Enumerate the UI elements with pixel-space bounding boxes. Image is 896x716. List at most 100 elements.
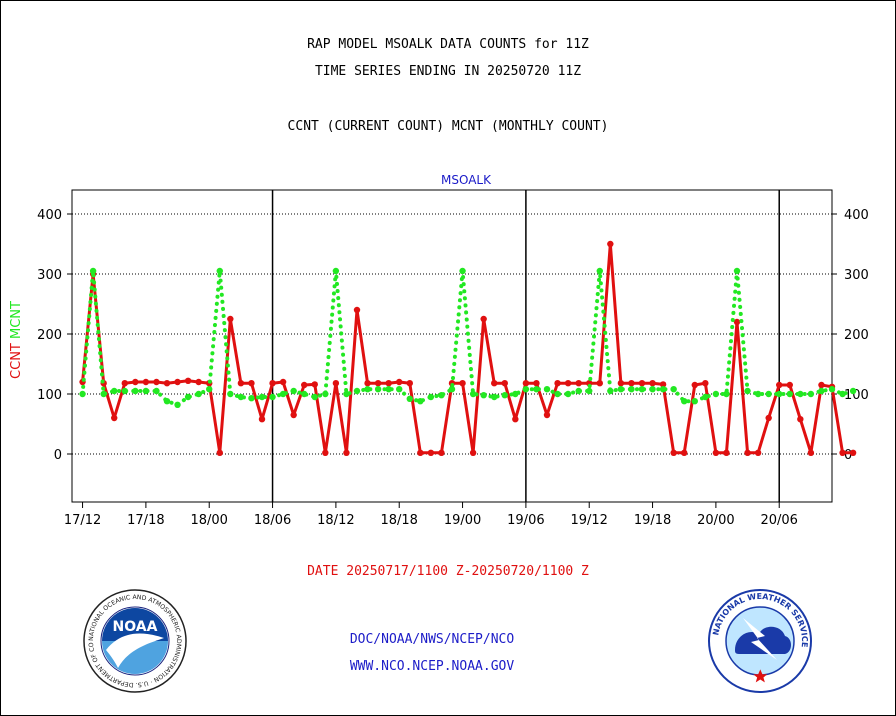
data-point-mcnt bbox=[776, 390, 783, 398]
data-point-mcnt bbox=[491, 393, 498, 401]
data-point-mcnt bbox=[649, 386, 656, 393]
data-point-mcnt bbox=[839, 390, 846, 398]
x-tick-label: 18/12 bbox=[317, 513, 354, 528]
data-point-ccnt bbox=[459, 380, 466, 387]
x-tick-label: 19/06 bbox=[507, 513, 544, 528]
data-point-mcnt bbox=[786, 390, 793, 398]
noaa-logo: NOAA NATIONAL OCEANIC AND ATMOSPHERIC AD… bbox=[80, 588, 187, 693]
data-point-ccnt bbox=[512, 416, 519, 423]
data-point-mcnt bbox=[754, 390, 762, 398]
y-tick-label-right: 100 bbox=[844, 388, 869, 403]
data-point-mcnt bbox=[659, 386, 667, 393]
data-point-mcnt bbox=[163, 398, 171, 405]
data-point-mcnt bbox=[575, 387, 582, 395]
y-tick-label-right: 300 bbox=[844, 268, 869, 283]
data-point-ccnt bbox=[301, 381, 308, 389]
data-point-mcnt bbox=[596, 267, 603, 275]
data-point-mcnt bbox=[586, 387, 593, 395]
data-point-ccnt bbox=[385, 380, 392, 387]
data-point-ccnt bbox=[322, 449, 329, 456]
data-point-mcnt bbox=[533, 386, 540, 393]
data-point-mcnt bbox=[628, 386, 635, 393]
data-point-ccnt bbox=[269, 380, 276, 387]
data-point-mcnt bbox=[153, 387, 160, 395]
x-tick-label: 20/06 bbox=[760, 513, 797, 528]
website-label: WWW.NCO.NCEP.NOAA.GOV bbox=[349, 659, 515, 674]
nws-logo: NATIONAL WEATHER SERVICE bbox=[708, 589, 812, 693]
data-point-ccnt bbox=[258, 416, 266, 423]
data-point-ccnt bbox=[702, 380, 709, 387]
data-point-ccnt bbox=[596, 380, 603, 387]
y-tick-label-left: 400 bbox=[37, 208, 62, 223]
data-point-mcnt bbox=[174, 401, 181, 408]
data-point-mcnt bbox=[797, 390, 804, 398]
y-tick-label-left: 0 bbox=[54, 448, 62, 463]
data-point-ccnt bbox=[480, 315, 487, 323]
data-point-ccnt bbox=[469, 449, 477, 456]
data-point-mcnt bbox=[417, 398, 424, 405]
data-point-ccnt bbox=[649, 380, 656, 387]
data-point-ccnt bbox=[607, 240, 614, 248]
data-point-mcnt bbox=[427, 393, 435, 401]
data-point-ccnt bbox=[797, 416, 804, 423]
data-point-mcnt bbox=[269, 393, 276, 401]
data-point-mcnt bbox=[723, 390, 730, 398]
noaa-logo-text: NOAA bbox=[113, 619, 158, 635]
data-point-mcnt bbox=[849, 387, 857, 395]
chart-subtitle: CCNT (CURRENT COUNT) MCNT (MONTHLY COUNT… bbox=[287, 119, 609, 134]
data-point-mcnt bbox=[807, 390, 815, 398]
data-point-mcnt bbox=[469, 390, 477, 398]
data-point-ccnt bbox=[754, 449, 762, 456]
data-point-ccnt bbox=[216, 449, 223, 456]
data-point-ccnt bbox=[818, 381, 825, 389]
data-point-ccnt bbox=[617, 380, 625, 387]
data-point-ccnt bbox=[807, 449, 815, 456]
data-point-ccnt bbox=[195, 378, 202, 386]
data-point-mcnt bbox=[512, 390, 519, 398]
data-point-mcnt bbox=[702, 393, 709, 401]
data-point-mcnt bbox=[89, 267, 97, 275]
data-point-ccnt bbox=[290, 411, 297, 419]
data-point-ccnt bbox=[227, 315, 234, 323]
x-tick-label: 19/12 bbox=[570, 513, 607, 528]
data-point-ccnt bbox=[533, 380, 540, 387]
data-point-ccnt bbox=[638, 380, 646, 387]
y-tick-label-left: 100 bbox=[37, 388, 62, 403]
data-point-mcnt bbox=[691, 398, 698, 405]
data-point-mcnt bbox=[681, 398, 688, 405]
data-point-mcnt bbox=[311, 393, 318, 401]
data-point-mcnt bbox=[195, 390, 202, 398]
data-point-mcnt bbox=[744, 387, 751, 395]
data-point-ccnt bbox=[786, 381, 793, 389]
x-tick-label: 20/00 bbox=[697, 513, 734, 528]
data-point-ccnt bbox=[311, 381, 318, 388]
data-point-mcnt bbox=[554, 390, 561, 398]
data-point-ccnt bbox=[491, 380, 498, 387]
data-point-mcnt bbox=[332, 267, 340, 275]
data-point-mcnt bbox=[258, 393, 266, 401]
data-point-ccnt bbox=[406, 380, 413, 387]
data-point-mcnt bbox=[448, 386, 456, 393]
data-point-ccnt bbox=[248, 380, 255, 387]
data-point-mcnt bbox=[206, 386, 213, 393]
data-point-mcnt bbox=[438, 392, 445, 399]
data-point-mcnt bbox=[406, 395, 413, 402]
data-point-ccnt bbox=[153, 378, 160, 386]
data-point-mcnt bbox=[543, 386, 551, 393]
data-point-ccnt bbox=[396, 378, 403, 386]
date-range-label: DATE 20250717/1100 Z-20250720/1100 Z bbox=[307, 564, 589, 579]
data-point-ccnt bbox=[575, 380, 582, 387]
data-point-mcnt bbox=[818, 387, 825, 395]
data-point-ccnt bbox=[121, 380, 128, 387]
x-tick-label: 17/12 bbox=[64, 513, 101, 528]
data-point-ccnt bbox=[237, 380, 245, 387]
x-tick-label: 18/00 bbox=[190, 513, 227, 528]
data-point-ccnt bbox=[343, 449, 350, 456]
data-point-ccnt bbox=[427, 449, 435, 456]
y-tick-label-right: 200 bbox=[844, 328, 869, 343]
y-tick-label-left: 200 bbox=[37, 328, 62, 343]
data-point-ccnt bbox=[712, 449, 720, 456]
data-point-ccnt bbox=[163, 380, 171, 387]
data-point-ccnt bbox=[353, 306, 361, 314]
data-point-ccnt bbox=[744, 449, 751, 456]
